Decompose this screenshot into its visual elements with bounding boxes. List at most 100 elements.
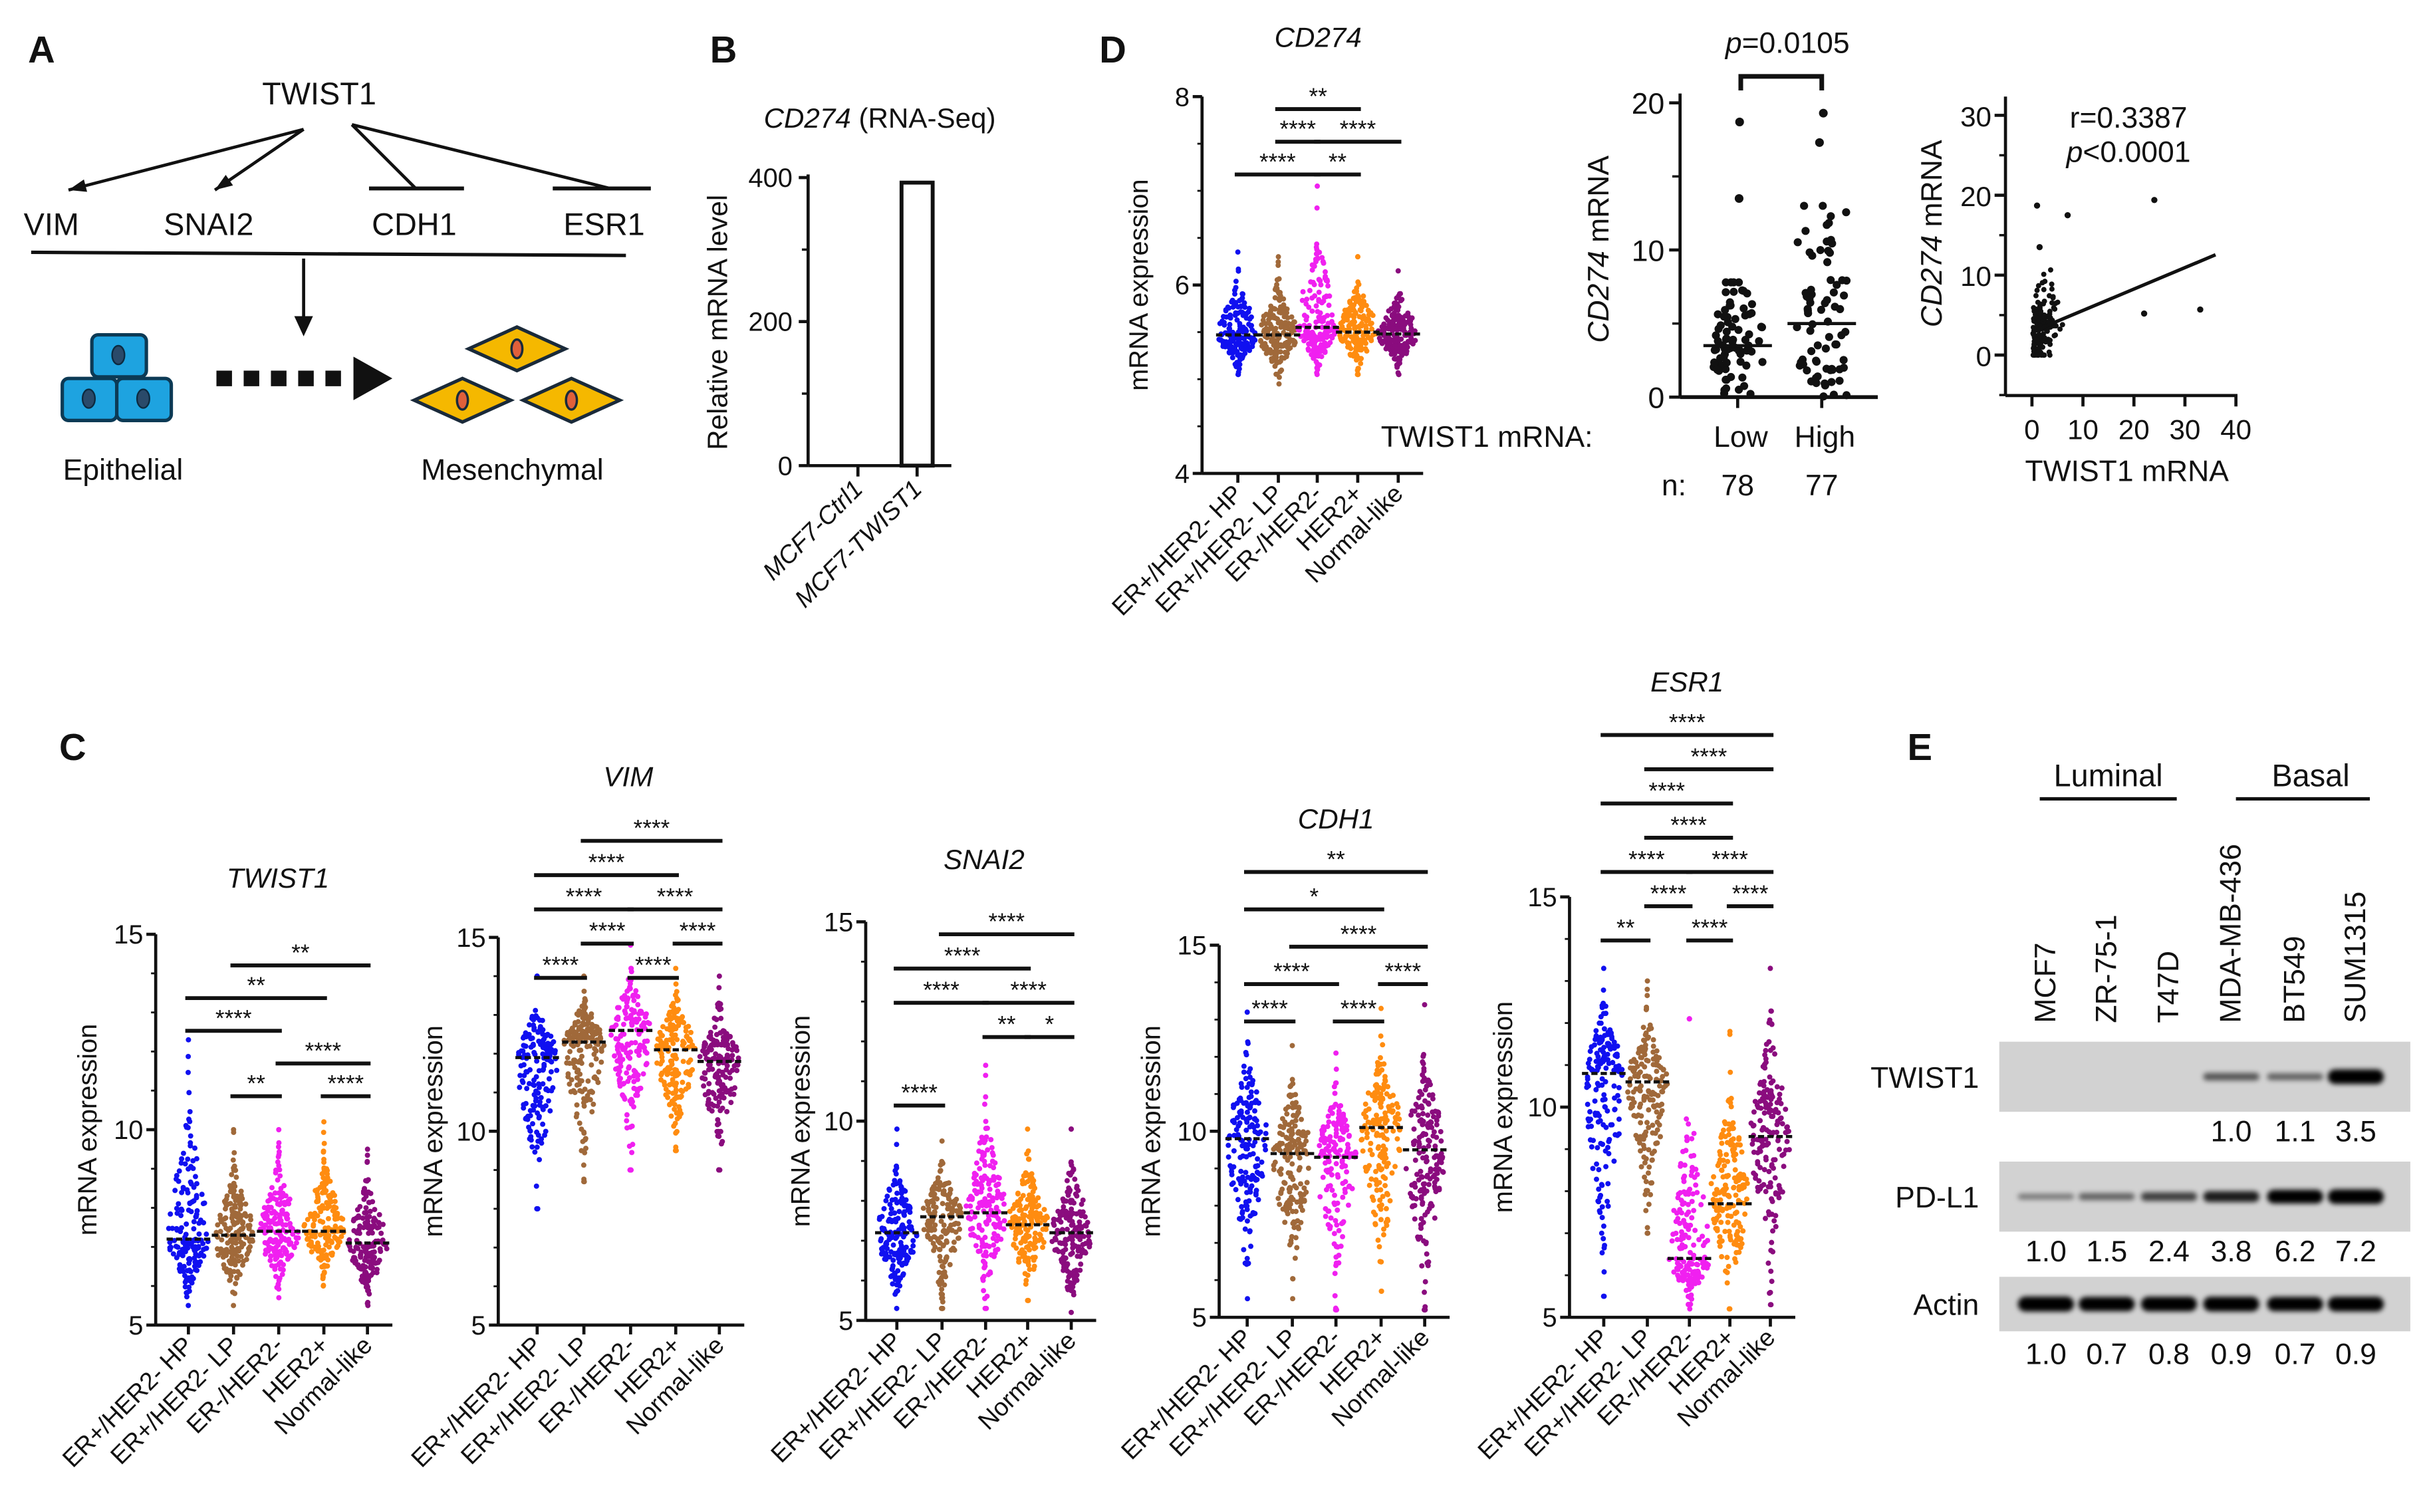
data-point <box>1389 1109 1395 1115</box>
data-point <box>215 1222 221 1228</box>
data-point <box>934 1196 940 1202</box>
data-point <box>876 1216 882 1222</box>
data-point <box>926 1208 932 1214</box>
data-point <box>910 1243 916 1249</box>
data-point <box>896 1209 902 1215</box>
data-point <box>1674 1237 1680 1243</box>
data-point <box>1420 1238 1426 1244</box>
data-point <box>897 1178 903 1184</box>
data-point <box>1234 317 1240 323</box>
y-tick-label: 10 <box>824 1107 853 1136</box>
dotted-arrow-segment <box>298 370 314 386</box>
data-point <box>531 1025 537 1031</box>
data-point <box>1344 1169 1350 1175</box>
data-point <box>674 1037 680 1043</box>
data-point <box>1643 1207 1649 1213</box>
data-point <box>1659 1088 1665 1094</box>
data-point <box>1772 1175 1778 1181</box>
data-point <box>1073 1269 1079 1275</box>
data-point <box>674 1069 680 1075</box>
data-point <box>318 1257 324 1263</box>
data-point <box>1719 1168 1725 1174</box>
data-point <box>618 1033 624 1039</box>
data-point <box>369 1259 375 1265</box>
data-point <box>1781 1164 1787 1170</box>
data-point <box>1662 1083 1668 1088</box>
data-point <box>1345 1202 1351 1208</box>
data-point <box>666 1082 672 1088</box>
significance-stars: **** <box>1670 813 1707 838</box>
data-point <box>273 1273 279 1279</box>
data-point <box>993 1247 999 1253</box>
data-point <box>1677 1245 1683 1251</box>
data-point <box>614 1015 620 1021</box>
data-point <box>990 1235 996 1241</box>
data-point <box>186 1090 192 1096</box>
data-point <box>1023 1244 1029 1250</box>
data-point <box>314 1199 320 1205</box>
data-point <box>973 1191 979 1197</box>
significance-stars: **** <box>634 816 670 842</box>
data-point <box>1644 986 1650 992</box>
data-point <box>1722 1268 1728 1274</box>
data-point <box>353 1244 359 1250</box>
data-point <box>635 1002 641 1008</box>
data-point <box>1594 1176 1599 1182</box>
data-point <box>1226 326 1232 332</box>
data-point <box>364 1275 370 1281</box>
data-point <box>1338 1102 1344 1108</box>
data-point <box>952 1198 958 1204</box>
data-point <box>1769 1198 1775 1204</box>
data-point <box>1434 1122 1440 1128</box>
data-point <box>1040 1244 1046 1250</box>
data-point <box>312 1234 318 1240</box>
data-point <box>1763 1154 1769 1160</box>
data-point <box>1751 1149 1757 1155</box>
data-point <box>224 1269 229 1275</box>
data-point <box>892 1251 898 1257</box>
data-point <box>276 1127 282 1132</box>
data-point <box>674 989 680 995</box>
data-point <box>262 1240 268 1245</box>
data-point <box>1395 1104 1401 1110</box>
data-point <box>1245 1261 1251 1267</box>
data-point <box>1380 1132 1386 1138</box>
data-point <box>626 1064 632 1070</box>
data-point <box>1767 965 1773 971</box>
mesenchymal-label: Mesenchymal <box>421 453 603 486</box>
data-point <box>325 1225 331 1231</box>
data-point <box>1245 1296 1251 1302</box>
data-point <box>1013 1214 1019 1220</box>
data-point <box>275 1177 281 1183</box>
data-point <box>565 1074 571 1080</box>
data-point <box>273 1244 279 1250</box>
data-point <box>1326 1208 1332 1214</box>
data-point <box>222 1206 228 1212</box>
data-point <box>1765 1260 1771 1266</box>
data-point <box>1601 1092 1607 1098</box>
data-point <box>1051 1221 1057 1226</box>
data-point <box>672 1096 678 1102</box>
data-point <box>272 1190 278 1196</box>
data-point <box>581 988 587 994</box>
data-point <box>1345 1145 1351 1151</box>
data-point <box>1418 1174 1424 1180</box>
significance-stars: **** <box>1732 881 1769 907</box>
data-point <box>527 1108 533 1114</box>
data-point <box>1660 1067 1666 1072</box>
regulator-label: TWIST1 <box>262 76 376 111</box>
data-point <box>530 1121 535 1127</box>
data-point <box>715 1004 721 1010</box>
data-point <box>324 1263 330 1269</box>
data-point <box>1744 1180 1750 1186</box>
data-point <box>172 1237 178 1243</box>
data-point <box>198 1250 204 1256</box>
data-point <box>1640 1025 1646 1031</box>
data-point <box>582 999 588 1005</box>
data-point <box>1733 1192 1739 1198</box>
data-point <box>1333 1305 1339 1311</box>
data-point <box>1374 1130 1380 1136</box>
data-point <box>978 1183 984 1188</box>
data-point <box>236 1248 242 1254</box>
data-point <box>1779 1121 1785 1127</box>
